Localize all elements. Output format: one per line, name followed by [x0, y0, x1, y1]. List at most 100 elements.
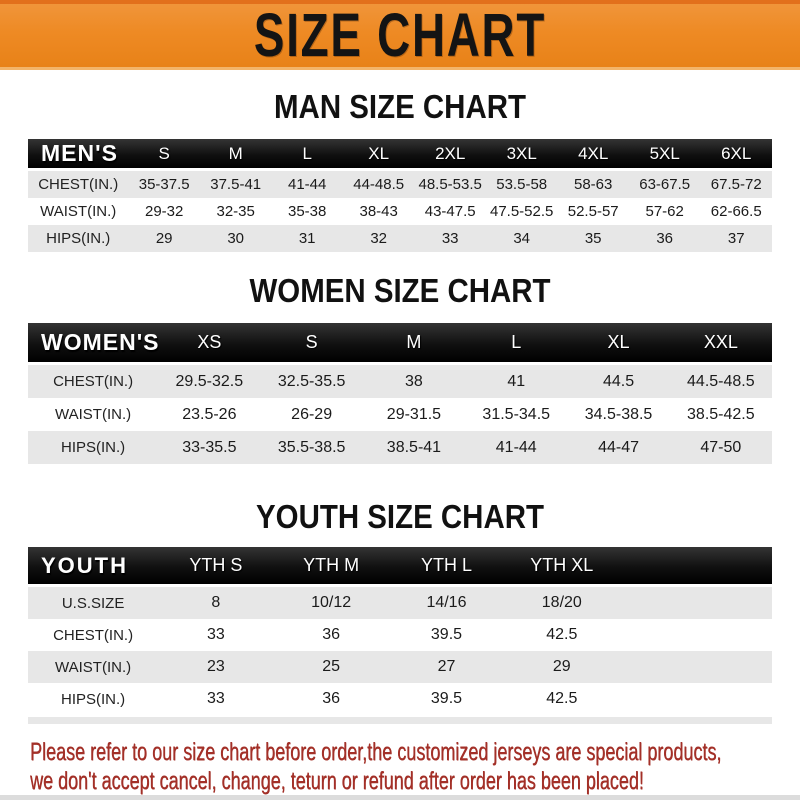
column-header: YTH M [273, 547, 389, 587]
corner-label: YOUTH [28, 547, 159, 587]
row-label: WAIST(IN.) [55, 658, 132, 676]
table-row: U.S.SIZE 8 10/12 14/16 18/20 [28, 587, 772, 619]
size-cell: 47.5-52.5 [489, 203, 554, 220]
size-cell: 43-47.5 [424, 203, 476, 220]
corner-label: MEN'S [28, 139, 129, 171]
column-header: XXL [669, 323, 772, 365]
size-cell: 27 [437, 658, 456, 675]
size-cell: 32 [370, 230, 388, 247]
size-cell: 33 [206, 690, 225, 707]
size-cell: 31.5-34.5 [482, 405, 551, 423]
table-row: WAIST(IN.) 29-32 32-35 35-38 38-43 43-47.5 47.… [28, 198, 772, 225]
disclaimer: Please refer to our size chart before or… [30, 738, 800, 796]
size-cell: 35-38 [288, 203, 327, 220]
column-header: M [199, 139, 272, 171]
row-label: HIPS(IN.) [61, 690, 126, 708]
table-header-row: WOMEN'S XS S M L XL XXL [28, 323, 772, 365]
size-cell: 34.5-38.5 [584, 405, 653, 423]
row-label: HIPS(IN.) [61, 439, 126, 456]
size-cell: 39.5 [430, 626, 463, 643]
women-size-table: WOMEN'S XS S M L XL XXL CHEST(IN.) 29.5-32.5 32.5… [28, 323, 772, 464]
corner-label: WOMEN'S [28, 323, 159, 365]
spacer-cell [619, 683, 772, 715]
row-label: WAIST(IN.) [55, 406, 132, 423]
column-header: L [271, 139, 343, 171]
size-cell: 18/20 [541, 594, 582, 611]
size-cell: 8 [211, 594, 221, 611]
table-header-row: MEN'S S M L XL 2XL 3XL 4XL 5XL 6XL [28, 139, 772, 171]
size-cell: 36 [322, 626, 341, 643]
size-cell: 57-62 [645, 203, 684, 220]
size-cell: 38-43 [359, 203, 398, 220]
size-cell: 32-35 [216, 203, 255, 220]
size-cell: 52.5-57 [567, 203, 619, 220]
size-cell: 34 [513, 230, 531, 247]
size-cell: 29-32 [145, 203, 184, 220]
column-header: XL [342, 139, 415, 171]
size-cell: 26-29 [291, 405, 333, 423]
column-header: 2XL [414, 139, 486, 171]
size-cell: 23.5-26 [182, 405, 237, 423]
size-cell: 39.5 [430, 690, 463, 707]
size-cell: 41 [507, 372, 526, 390]
size-cell: 37.5-41 [210, 176, 262, 193]
column-header: 6XL [700, 139, 772, 171]
size-cell: 42.5 [546, 626, 578, 643]
column-header: YTH XL [504, 547, 620, 587]
size-cell: 25 [322, 658, 341, 675]
size-cell: 67.5-72 [710, 176, 762, 193]
column-header: XS [158, 323, 261, 365]
table-row: HIPS(IN.) 33 36 39.5 42.5 [28, 683, 772, 715]
table-row: HIPS(IN.) 29 30 31 32 33 34 35 36 37 [28, 225, 772, 252]
column-header: L [465, 323, 568, 365]
column-header: 4XL [557, 139, 629, 171]
size-cell: 29.5-32.5 [175, 372, 244, 390]
size-cell: 36 [656, 230, 674, 247]
spacer-cell [619, 619, 772, 651]
table-row: WAIST(IN.) 23.5-26 26-29 29-31.5 31.5-34.5 34… [28, 398, 772, 431]
youth-table-footer-strip [28, 717, 772, 724]
size-cell: 44-47 [598, 438, 639, 456]
size-cell: 33 [441, 230, 459, 247]
row-label: CHEST(IN.) [38, 176, 119, 193]
row-label: CHEST(IN.) [53, 626, 134, 644]
row-label: HIPS(IN.) [46, 230, 111, 247]
size-cell: 41-44 [495, 438, 537, 456]
size-cell: 35 [584, 230, 602, 247]
size-cell: 38.5-42.5 [687, 405, 755, 423]
women-size-chart-section: WOMEN SIZE CHART WOMEN'S XS S M L XL XXL CHEST(… [0, 271, 800, 464]
size-cell: 48.5-53.5 [418, 176, 482, 193]
size-cell: 14/16 [426, 594, 467, 611]
spacer-cell [619, 547, 772, 587]
youth-size-table: YOUTH YTH S YTH M YTH L YTH XL U.S.SIZE 8 10/12… [28, 547, 772, 715]
size-cell: 23 [206, 658, 225, 675]
banner: SIZE CHART [0, 0, 800, 70]
size-cell: 44.5-48.5 [687, 372, 755, 390]
size-cell: 36 [322, 690, 341, 707]
size-cell: 37 [727, 230, 745, 247]
size-cell: 53.5-58 [496, 176, 548, 193]
size-cell: 44-48.5 [353, 176, 405, 193]
column-header: 3XL [485, 139, 558, 171]
column-header: M [362, 323, 466, 365]
table-row: HIPS(IN.) 33-35.5 35.5-38.5 38.5-41 41-44 44-… [28, 431, 772, 464]
row-label: CHEST(IN.) [53, 373, 134, 390]
spacer-cell [619, 587, 772, 619]
size-cell: 35-37.5 [138, 176, 190, 193]
size-cell: 29-31.5 [386, 405, 442, 423]
size-cell: 38.5-41 [386, 438, 442, 456]
disclaimer-line-1: Please refer to our size chart before or… [30, 738, 722, 766]
women-section-heading: WOMEN SIZE CHART [249, 271, 551, 310]
table-row: CHEST(IN.) 33 36 39.5 42.5 [28, 619, 772, 651]
table-header-row: YOUTH YTH S YTH M YTH L YTH XL [28, 547, 772, 587]
man-section-heading: MAN SIZE CHART [274, 87, 526, 126]
banner-title: SIZE CHART [253, 1, 547, 70]
size-cell: 10/12 [311, 594, 352, 611]
size-cell: 47-50 [700, 438, 742, 456]
youth-section-heading: YOUTH SIZE CHART [256, 497, 544, 536]
column-header: YTH L [388, 547, 505, 587]
column-header: S [128, 139, 200, 171]
size-cell: 58-63 [574, 176, 613, 193]
column-header: 5XL [628, 139, 701, 171]
